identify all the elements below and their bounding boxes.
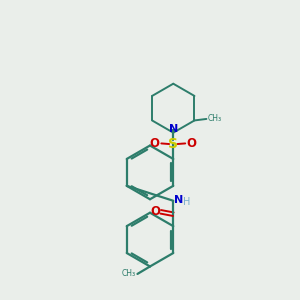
Text: N: N: [169, 124, 178, 134]
Text: N: N: [174, 195, 183, 205]
Text: O: O: [187, 137, 197, 150]
Text: O: O: [150, 137, 160, 150]
Text: CH₃: CH₃: [208, 114, 222, 123]
Text: O: O: [150, 205, 161, 218]
Text: CH₃: CH₃: [122, 269, 136, 278]
Text: S: S: [168, 137, 178, 151]
Text: H: H: [183, 197, 190, 207]
